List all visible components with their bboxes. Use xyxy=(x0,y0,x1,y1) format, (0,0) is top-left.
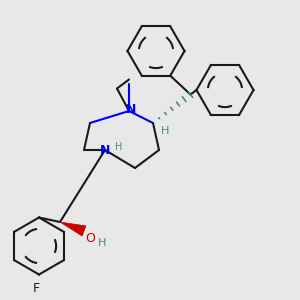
Text: F: F xyxy=(32,282,40,295)
Text: H: H xyxy=(160,126,169,136)
Text: N: N xyxy=(126,103,136,116)
Text: H: H xyxy=(98,238,106,248)
Text: H: H xyxy=(116,142,123,152)
Text: N: N xyxy=(100,143,110,157)
Polygon shape xyxy=(60,222,86,236)
Text: O: O xyxy=(85,232,95,245)
